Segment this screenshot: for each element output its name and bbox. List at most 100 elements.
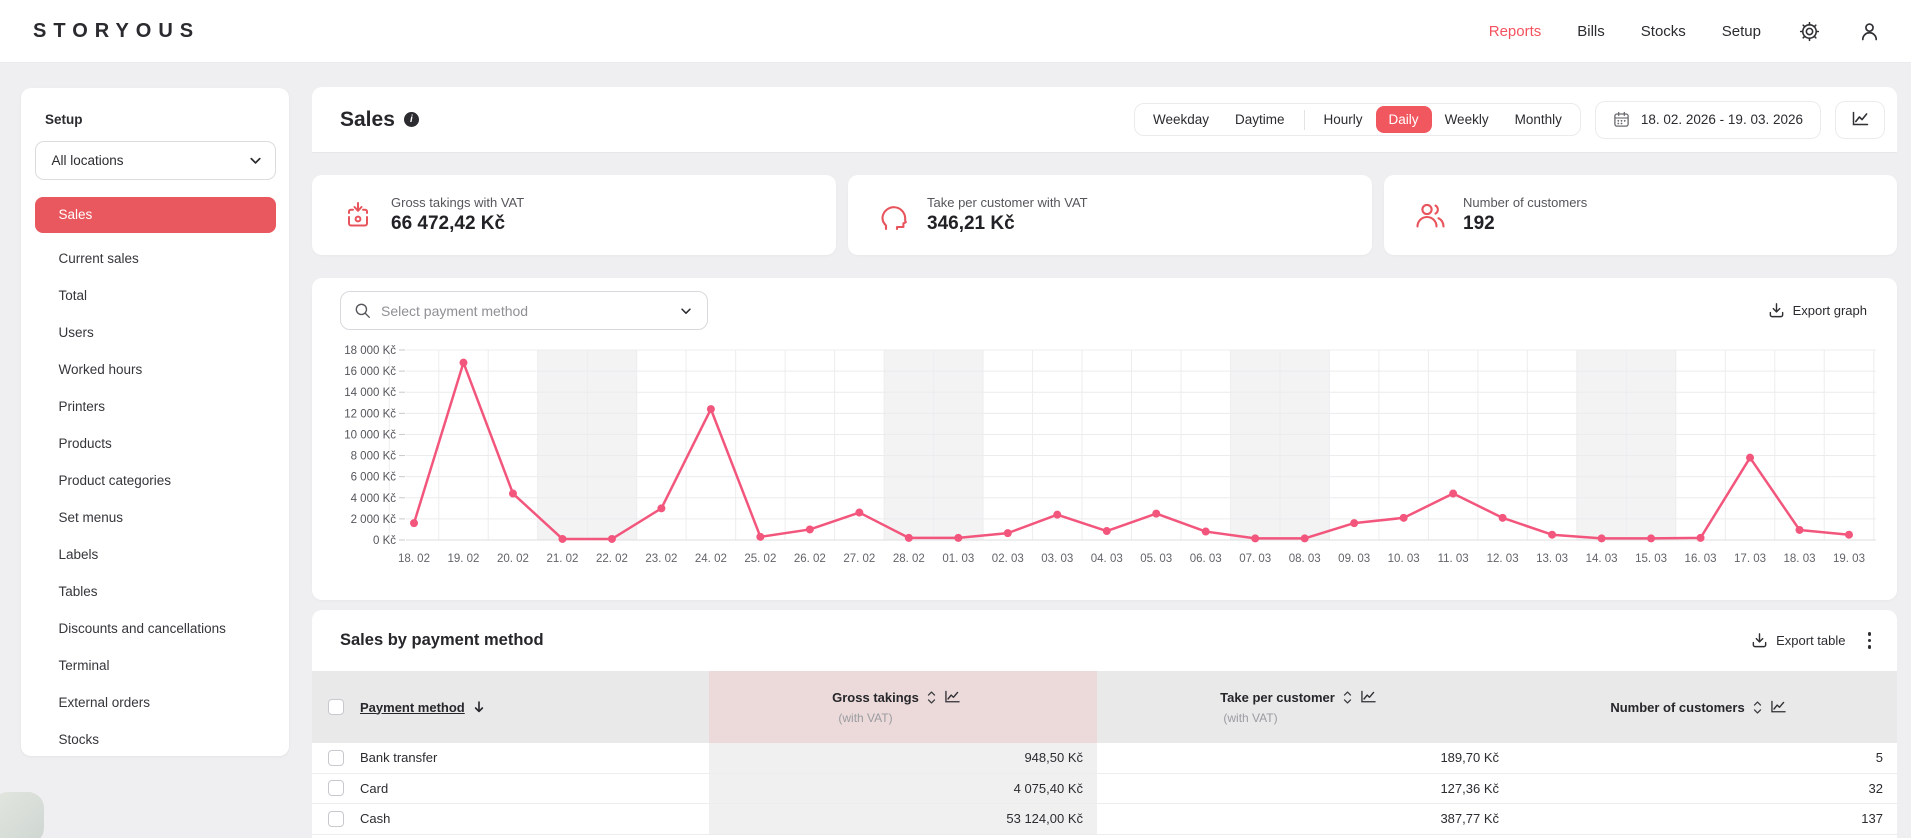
sidebar-item-product-categories[interactable]: Product categories xyxy=(58,473,172,488)
svg-text:17. 03: 17. 03 xyxy=(1734,553,1766,565)
mini-chart-icon[interactable] xyxy=(944,690,961,705)
search-icon xyxy=(354,302,371,319)
sort-updown-icon xyxy=(1342,690,1353,705)
location-selector-value: All locations xyxy=(51,153,124,168)
svg-text:09. 03: 09. 03 xyxy=(1338,553,1370,565)
sort-updown-icon xyxy=(926,690,937,705)
stat-card-number-of-customers: Number of customers 192 xyxy=(1384,175,1897,255)
svg-text:12. 03: 12. 03 xyxy=(1487,553,1519,565)
select-all-checkbox[interactable] xyxy=(328,699,344,715)
sort-down-icon xyxy=(472,700,486,714)
sidebar-item-terminal[interactable]: Terminal xyxy=(58,658,110,673)
location-selector[interactable]: All locations xyxy=(34,141,276,180)
svg-text:02. 03: 02. 03 xyxy=(992,553,1024,565)
toggle-divider xyxy=(1303,109,1305,130)
payment-method-select[interactable]: Select payment method xyxy=(340,291,708,330)
chat-widget-launcher[interactable] xyxy=(0,792,44,838)
take-per-customer-cell: 189,70 Kč xyxy=(1440,750,1499,766)
column-header-take-per-customer[interactable]: Take per customer (with VAT) xyxy=(1097,671,1513,743)
sidebar-item-products[interactable]: Products xyxy=(58,436,112,451)
line-chart-icon xyxy=(1851,111,1870,128)
sidebar-item-users[interactable]: Users xyxy=(58,325,94,340)
mini-chart-icon[interactable] xyxy=(1360,690,1377,705)
topbar: STORYOUS Reports Bills Stocks Setup xyxy=(0,0,1911,63)
toggle-daily[interactable]: Daily xyxy=(1375,106,1432,133)
info-icon[interactable]: i xyxy=(403,112,419,127)
svg-text:26. 02: 26. 02 xyxy=(794,553,826,565)
sidebar-item-stocks[interactable]: Stocks xyxy=(58,732,100,747)
mini-chart-icon[interactable] xyxy=(1770,700,1787,715)
svg-text:10. 03: 10. 03 xyxy=(1388,553,1420,565)
storyous-logo[interactable]: STORYOUS xyxy=(33,19,201,42)
gross-takings-cell: 948,50 Kč xyxy=(709,743,1097,773)
sidebar-item-total[interactable]: Total xyxy=(58,288,88,303)
sidebar: Setup All locations Sales Current sales … xyxy=(21,88,289,756)
chart-view-button[interactable] xyxy=(1835,100,1885,139)
cash-register-icon xyxy=(341,200,375,230)
sidebar-item-labels[interactable]: Labels xyxy=(58,547,99,562)
toggle-weekday[interactable]: Weekday xyxy=(1152,112,1210,127)
sidebar-item-worked-hours[interactable]: Worked hours xyxy=(58,362,143,377)
svg-text:20. 02: 20. 02 xyxy=(497,553,529,565)
nav-bills[interactable]: Bills xyxy=(1577,22,1605,40)
view-toggle-group: Weekday Daytime Hourly Daily Weekly Mont… xyxy=(1133,103,1581,136)
svg-text:24. 02: 24. 02 xyxy=(695,553,727,565)
column-header-number-of-customers[interactable]: Number of customers xyxy=(1513,671,1897,743)
column-header-gross-takings[interactable]: Gross takings (with VAT) xyxy=(709,671,1097,743)
take-per-customer-cell: 387,77 Kč xyxy=(1440,811,1499,827)
toggle-daytime[interactable]: Daytime xyxy=(1235,112,1285,127)
svg-text:23. 02: 23. 02 xyxy=(645,553,677,565)
sidebar-item-discounts[interactable]: Discounts and cancellations xyxy=(58,621,226,636)
export-table-button[interactable]: Export table xyxy=(1751,632,1846,649)
page-header: Sales i Weekday Daytime Hourly Daily Wee… xyxy=(312,87,1897,153)
chevron-down-icon xyxy=(248,153,263,168)
row-checkbox[interactable] xyxy=(328,749,344,766)
svg-text:04. 03: 04. 03 xyxy=(1091,553,1123,565)
row-checkbox[interactable] xyxy=(328,780,344,797)
sidebar-item-current-sales[interactable]: Current sales xyxy=(58,251,139,266)
svg-text:2 000 Kč: 2 000 Kč xyxy=(351,514,397,526)
toggle-hourly[interactable]: Hourly xyxy=(1323,112,1363,127)
sidebar-item-set-menus[interactable]: Set menus xyxy=(58,510,124,525)
table-row[interactable]: Card 4 075,40 Kč 127,36 Kč 32 xyxy=(312,773,1897,804)
column-header-payment-method[interactable]: Payment method xyxy=(360,671,709,743)
table-row[interactable]: Bank transfer 948,50 Kč 189,70 Kč 5 xyxy=(312,743,1897,774)
svg-text:27. 02: 27. 02 xyxy=(843,553,875,565)
customers-cell: 32 xyxy=(1868,780,1883,796)
toggle-monthly[interactable]: Monthly xyxy=(1514,112,1562,127)
sidebar-item-external-orders[interactable]: External orders xyxy=(58,695,151,710)
payment-method-placeholder: Select payment method xyxy=(381,302,529,319)
nav-reports[interactable]: Reports xyxy=(1488,22,1542,40)
svg-text:0 Kč: 0 Kč xyxy=(373,535,396,547)
svg-text:19. 03: 19. 03 xyxy=(1833,553,1865,565)
date-range-picker[interactable]: 18. 02. 2026 - 19. 03. 2026 xyxy=(1594,100,1821,139)
page-title: Sales xyxy=(340,107,395,131)
toggle-weekly[interactable]: Weekly xyxy=(1444,112,1489,127)
gross-takings-cell: 4 075,40 Kč xyxy=(709,773,1097,803)
nav-stocks[interactable]: Stocks xyxy=(1640,22,1686,40)
table-header-row: Payment method Gross takings (with VAT) xyxy=(312,671,1897,743)
sales-line-chart[interactable]: 0 Kč 2 000 Kč 4 000 Kč 6 000 Kč 8 000 Kč 10 0… xyxy=(328,344,1884,576)
svg-text:16. 03: 16. 03 xyxy=(1685,553,1717,565)
sidebar-item-sales[interactable]: Sales xyxy=(34,197,276,233)
table-menu-icon[interactable] xyxy=(1864,628,1876,653)
stat-label: Gross takings with VAT xyxy=(391,195,525,210)
nav-setup[interactable]: Setup xyxy=(1721,22,1761,40)
svg-text:06. 03: 06. 03 xyxy=(1190,553,1222,565)
svg-text:18. 02: 18. 02 xyxy=(398,553,430,565)
gross-takings-cell: 53 124,00 Kč xyxy=(709,804,1097,834)
account-icon[interactable] xyxy=(1857,19,1881,43)
row-checkbox[interactable] xyxy=(328,810,344,827)
gear-icon[interactable] xyxy=(1797,19,1821,43)
date-range-value: 18. 02. 2026 - 19. 03. 2026 xyxy=(1640,112,1803,127)
sidebar-item-printers[interactable]: Printers xyxy=(58,399,106,414)
svg-text:07. 03: 07. 03 xyxy=(1239,553,1271,565)
stat-value: 346,21 Kč xyxy=(927,213,1015,234)
svg-text:18. 03: 18. 03 xyxy=(1784,553,1816,565)
svg-text:05. 03: 05. 03 xyxy=(1140,553,1172,565)
export-graph-button[interactable]: Export graph xyxy=(1768,302,1867,319)
export-table-label: Export table xyxy=(1776,633,1846,648)
sidebar-item-tables[interactable]: Tables xyxy=(58,584,98,599)
table-row[interactable]: Cash 53 124,00 Kč 387,77 Kč 137 xyxy=(312,804,1897,835)
sort-updown-icon xyxy=(1752,700,1763,715)
